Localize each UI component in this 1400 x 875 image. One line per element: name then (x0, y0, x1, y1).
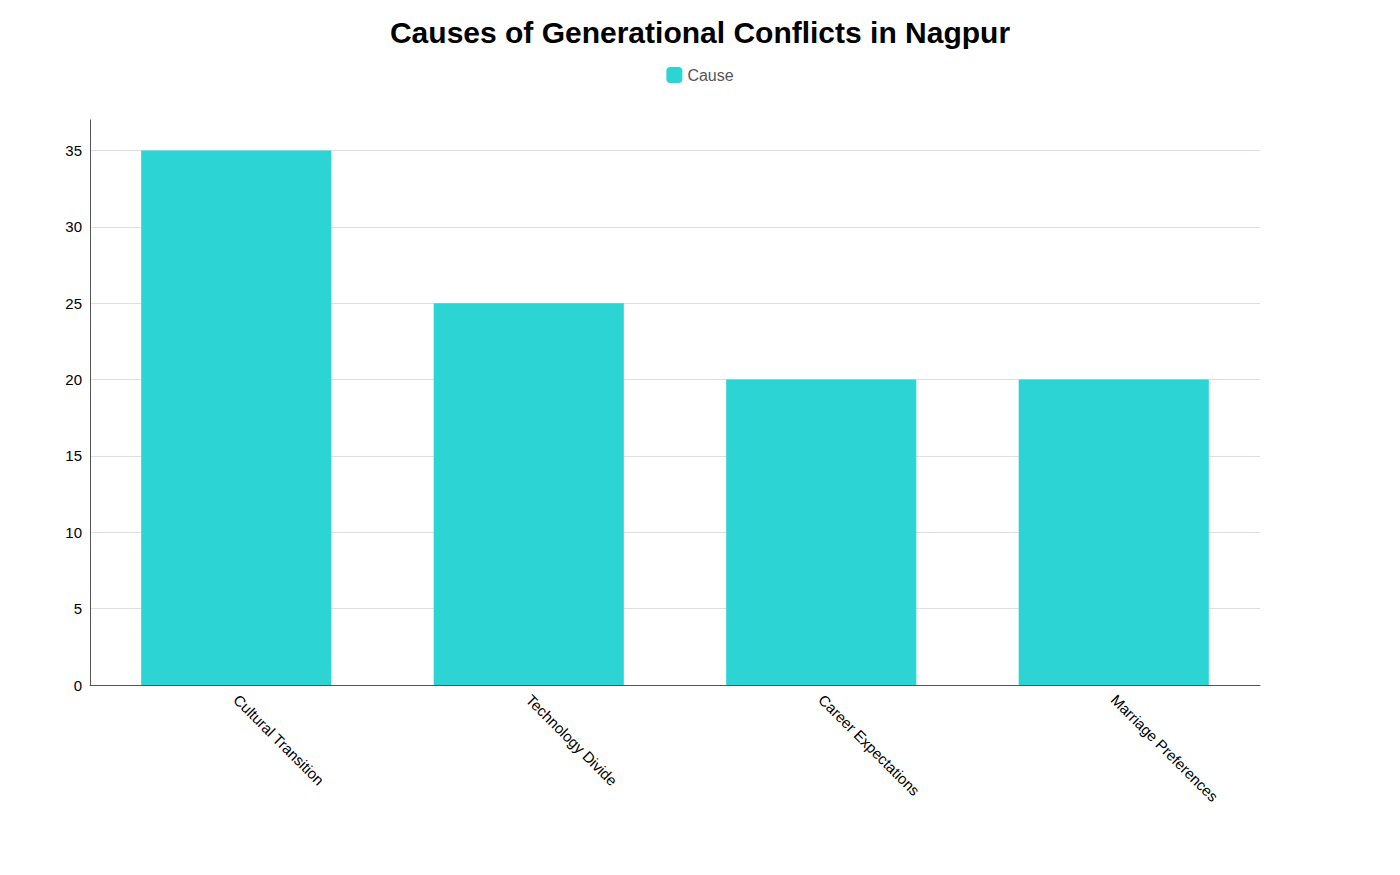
svg-text:0: 0 (74, 677, 82, 694)
svg-text:15: 15 (65, 447, 82, 464)
svg-text:Technology Divide: Technology Divide (523, 691, 621, 789)
svg-text:25: 25 (65, 295, 82, 312)
svg-text:35: 35 (65, 142, 82, 159)
svg-text:Career Expectations: Career Expectations (815, 691, 923, 799)
svg-text:20: 20 (65, 371, 82, 388)
svg-text:5: 5 (74, 600, 82, 617)
svg-text:Causes of Generational Conflic: Causes of Generational Conflicts in Nagp… (390, 16, 1010, 49)
svg-text:Marriage Preferences: Marriage Preferences (1108, 691, 1222, 805)
svg-text:30: 30 (65, 218, 82, 235)
svg-text:Cultural Transition: Cultural Transition (230, 691, 327, 788)
svg-text:10: 10 (65, 524, 82, 541)
svg-text:Cause: Cause (687, 67, 733, 84)
